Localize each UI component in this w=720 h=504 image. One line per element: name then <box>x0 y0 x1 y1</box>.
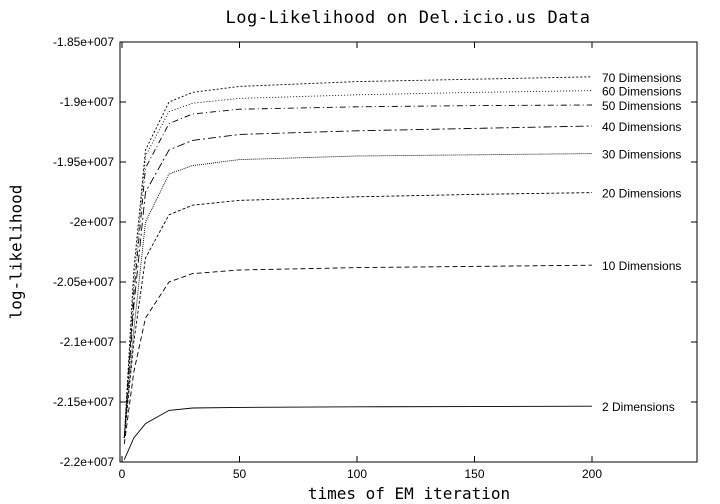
series-lines <box>123 76 593 460</box>
y-axis-title: log-likelihood <box>6 184 26 320</box>
y-tick-label: -2.2e+007 <box>60 455 115 469</box>
x-axis-title: times of EM iteration <box>307 484 511 503</box>
y-tick-label: -1.95e+007 <box>53 155 114 169</box>
series-label: 30 Dimensions <box>602 148 681 162</box>
series-line <box>123 76 593 439</box>
plot-frame <box>119 41 698 463</box>
series-line <box>123 90 593 439</box>
y-tick-label: -2e+007 <box>70 215 115 229</box>
chart-title: Log-Likelihood on Del.icio.us Data <box>225 8 591 28</box>
y-tick-label: -2.15e+007 <box>53 395 114 409</box>
y-tick-label: -1.9e+007 <box>60 95 115 109</box>
series-line <box>123 264 593 445</box>
y-tick-label: -2.05e+007 <box>53 275 114 289</box>
y-tick-label: -2.1e+007 <box>60 335 115 349</box>
axis-ticks: -2.2e+007 -2.15e+007 -2.1e+007 -2.05e+007 -2… <box>53 35 697 481</box>
series-label: 50 Dimensions <box>602 99 681 113</box>
series-label: 40 Dimensions <box>602 120 681 134</box>
x-tick-label: 100 <box>347 467 367 481</box>
series-line <box>123 153 593 439</box>
x-tick-label: 0 <box>119 467 126 481</box>
x-tick-label: 50 <box>233 467 247 481</box>
series-line <box>123 405 593 460</box>
y-tick-label: -1.85e+007 <box>53 35 114 49</box>
series-label: 60 Dimensions <box>602 85 681 99</box>
x-tick-label: 150 <box>464 467 484 481</box>
series-line <box>123 125 593 439</box>
series-label: 20 Dimensions <box>602 187 681 201</box>
series-line <box>123 104 593 439</box>
series-label: 70 Dimensions <box>602 71 681 85</box>
series-label: 2 Dimensions <box>602 400 675 414</box>
x-tick-label: 200 <box>582 467 602 481</box>
series-label: 10 Dimensions <box>602 259 681 273</box>
series-line <box>123 192 593 439</box>
